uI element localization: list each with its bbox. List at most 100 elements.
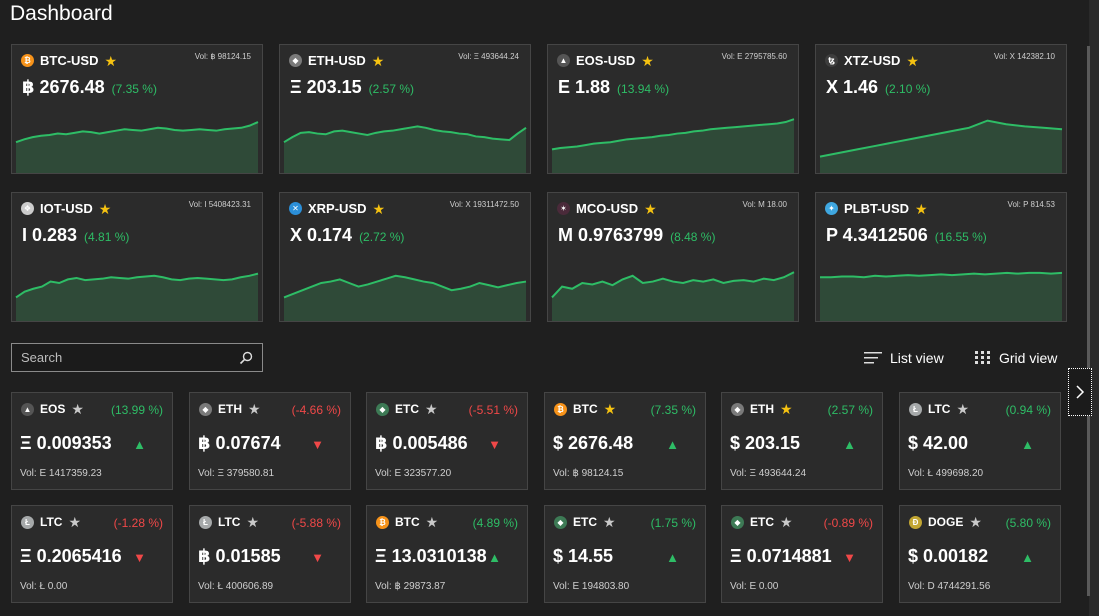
price-row: E 1.88 (13.94 %)	[558, 77, 669, 98]
trend-up-icon: ▲	[1021, 550, 1034, 565]
volume-text: Vol: E 1417359.23	[20, 468, 102, 479]
volume-text: Vol: E 194803.80	[553, 581, 630, 592]
market-tile[interactable]: ✕ XRP-USD ★ Vol: X 19311472.50 X 0.174 (2.72 …	[279, 192, 531, 322]
litecoin-icon: Ł	[21, 515, 34, 529]
tile-header: ◆ ETH-USD ★	[289, 53, 384, 68]
card-header: ◆ ETH ★	[731, 402, 793, 416]
price-value: $ 14.55	[553, 546, 614, 566]
volume-text: Vol: E 0.00	[730, 581, 779, 592]
coin-card[interactable]: ◆ ETC ★ (1.75 %) $ 14.55 ▲ Vol: E 194803.80	[544, 505, 706, 603]
favorite-star-icon[interactable]: ★	[71, 401, 84, 417]
favorite-star-icon[interactable]: ★	[425, 514, 439, 530]
favorite-star-icon[interactable]: ★	[603, 514, 616, 530]
volume-text: Vol: Ξ 493644.24	[458, 52, 519, 61]
change-percent: (13.99 %)	[110, 403, 163, 417]
trend-up-icon: ▲	[843, 437, 856, 452]
eos-icon: ▲	[21, 402, 34, 416]
price-row: Ξ 203.15 (2.57 %)	[290, 77, 414, 98]
favorite-star-icon[interactable]: ★	[246, 514, 259, 530]
price-value: Ξ 0.0714881	[730, 546, 832, 566]
coin-card[interactable]: ₿ BTC ★ (7.35 %) $ 2676.48 ▲ Vol: ฿ 98124.15	[544, 392, 706, 490]
search-icon[interactable]	[239, 351, 253, 365]
pair-name: EOS-USD	[576, 53, 636, 68]
favorite-star-icon[interactable]: ★	[915, 200, 928, 217]
sparkline-line	[551, 118, 795, 151]
market-tile[interactable]: ◆ ETH-USD ★ Vol: Ξ 493644.24 Ξ 203.15 (2.57 %…	[279, 44, 531, 174]
change-percent: (2.10 %)	[885, 82, 931, 96]
coin-card[interactable]: Ð DOGE ★ (5.80 %) $ 0.00182 ▲ Vol: D 4744291.5…	[899, 505, 1061, 603]
scrollbar-track[interactable]	[1089, 0, 1099, 616]
favorite-star-icon[interactable]: ★	[98, 200, 112, 217]
change-percent: (2.57 %)	[827, 403, 873, 417]
grid-view-button[interactable]: Grid view	[975, 350, 1057, 366]
price-row: ฿ 2676.48 (7.35 %)	[22, 77, 157, 98]
market-tile[interactable]: ✦ PLBT-USD ★ Vol: P 814.53 P 4.3412506 (16.55…	[815, 192, 1067, 322]
tezos-icon: ꜩ	[825, 54, 838, 67]
coin-card[interactable]: ◆ ETH ★ (2.57 %) $ 203.15 ▲ Vol: Ξ 493644.24	[721, 392, 883, 490]
trend-up-icon: ▲	[666, 550, 679, 565]
market-tile[interactable]: ▲ EOS-USD ★ Vol: E 2795785.60 E 1.88 (13.94 %…	[547, 44, 799, 174]
search-input[interactable]	[21, 350, 239, 365]
ethereum-icon: ◆	[289, 54, 302, 67]
coin-card[interactable]: ₿ BTC ★ (4.89 %) Ξ 13.0310138 ▲ Vol: ฿ 29873.8…	[366, 505, 528, 603]
coin-card[interactable]: ◆ ETC ★ (-0.89 %) Ξ 0.0714881 ▼ Vol: E 0.00	[721, 505, 883, 603]
ethereum-classic-icon: ◆	[376, 402, 389, 416]
price-value: ฿ 0.01585	[198, 546, 281, 566]
sparkline-line	[820, 271, 1063, 279]
change-percent: (-5.51 %)	[468, 403, 518, 417]
coin-card[interactable]: Ł LTC ★ (-5.88 %) ฿ 0.01585 ▼ Vol: Ł 400606.89	[189, 505, 351, 603]
list-view-button[interactable]: List view	[864, 350, 944, 366]
favorite-star-icon[interactable]: ★	[425, 401, 438, 417]
market-tile[interactable]: ₿ BTC-USD ★ Vol: ฿ 98124.15 ฿ 2676.48 (7.35 %…	[11, 44, 263, 174]
tile-header: ✕ XRP-USD ★	[289, 201, 385, 216]
coin-symbol: ETC	[750, 515, 774, 529]
favorite-star-icon[interactable]: ★	[641, 52, 654, 69]
market-tile[interactable]: ❖ IOT-USD ★ Vol: I 5408423.31 I 0.283 (4.81 %…	[11, 192, 263, 322]
scrollbar-thumb[interactable]	[1087, 46, 1090, 596]
coin-card[interactable]: Ł LTC ★ (0.94 %) $ 42.00 ▲ Vol: Ł 499698.20	[899, 392, 1061, 490]
coin-card[interactable]: Ł LTC ★ (-1.28 %) Ξ 0.2065416 ▼ Vol: Ł 0.00	[11, 505, 173, 603]
next-page-button[interactable]	[1068, 368, 1092, 416]
volume-text: Vol: Ł 400606.89	[198, 581, 274, 592]
bitcoin-icon: ₿	[21, 54, 34, 67]
volume-text: Vol: E 323577.20	[375, 468, 452, 479]
favorite-star-icon[interactable]: ★	[603, 401, 617, 417]
pair-name: ETH-USD	[308, 53, 366, 68]
coin-card[interactable]: ◆ ETC ★ (-5.51 %) ฿ 0.005486 ▼ Vol: E 323577.2…	[366, 392, 528, 490]
favorite-star-icon[interactable]: ★	[104, 52, 118, 69]
favorite-star-icon[interactable]: ★	[68, 514, 81, 530]
coin-symbol: DOGE	[928, 515, 964, 529]
favorite-star-icon[interactable]: ★	[248, 401, 261, 417]
volume-text: Vol: ฿ 98124.15	[553, 468, 624, 479]
favorite-star-icon[interactable]: ★	[780, 401, 793, 417]
price-value: P 4.3412506	[826, 225, 928, 245]
favorite-star-icon[interactable]: ★	[956, 401, 969, 417]
volume-text: Vol: P 814.53	[1007, 200, 1055, 209]
favorite-star-icon[interactable]: ★	[906, 52, 919, 69]
tile-header: ❖ IOT-USD ★	[21, 201, 111, 216]
trend-up-icon: ▲	[133, 437, 146, 452]
ethereum-icon: ◆	[731, 402, 744, 416]
search-box[interactable]	[11, 343, 263, 372]
market-tile[interactable]: ✶ MCO-USD ★ Vol: M 18.00 M 0.9763799 (8.48 %)	[547, 192, 799, 322]
pair-name: IOT-USD	[40, 201, 93, 216]
market-tile[interactable]: ꜩ XTZ-USD ★ Vol: X 142382.10 X 1.46 (2.10 %)	[815, 44, 1067, 174]
change-percent: (4.81 %)	[84, 230, 130, 244]
change-percent: (-0.89 %)	[823, 516, 873, 530]
coin-card[interactable]: ▲ EOS ★ (13.99 %) Ξ 0.009353 ▲ Vol: E 1417359.…	[11, 392, 173, 490]
sparkline-line	[819, 119, 1063, 158]
favorite-star-icon[interactable]: ★	[969, 514, 982, 530]
coin-symbol: ETH	[750, 402, 774, 416]
coin-symbol: BTC	[573, 402, 598, 416]
favorite-star-icon[interactable]: ★	[644, 200, 657, 217]
coin-card[interactable]: ◆ ETH ★ (-4.66 %) ฿ 0.07674 ▼ Vol: Ξ 379580.81	[189, 392, 351, 490]
sparkline-area	[820, 272, 1062, 321]
favorite-star-icon[interactable]: ★	[780, 514, 793, 530]
price-value: $ 2676.48	[553, 433, 634, 453]
trend-down-icon: ▼	[311, 437, 324, 452]
favorite-star-icon[interactable]: ★	[372, 200, 386, 217]
price-value: X 0.174	[290, 225, 353, 245]
favorite-star-icon[interactable]: ★	[371, 52, 385, 69]
change-percent: (1.75 %)	[650, 516, 696, 530]
price-value: I 0.283	[22, 225, 78, 245]
